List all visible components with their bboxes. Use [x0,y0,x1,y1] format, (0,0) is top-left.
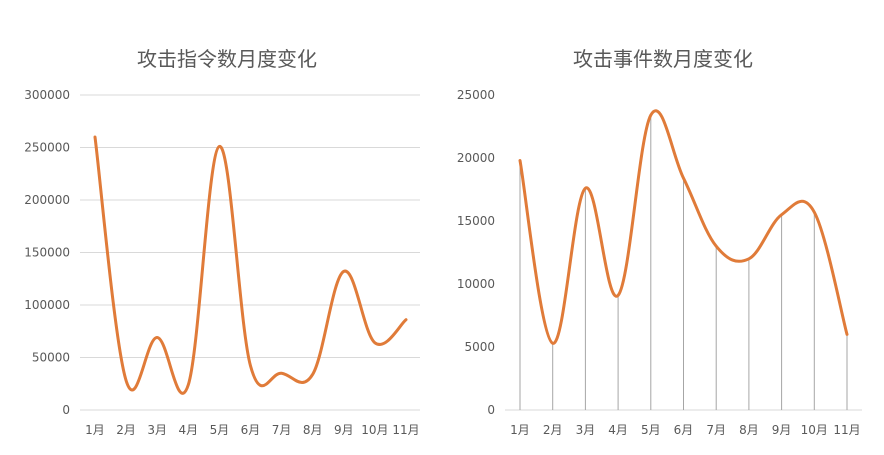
x-tick-label: 2月 [543,423,563,437]
x-tick-label: 7月 [706,423,726,437]
y-tick-label: 0 [487,403,495,417]
x-tick-label: 4月 [608,423,628,437]
x-tick-label: 11月 [392,423,419,437]
x-tick-label: 3月 [147,423,167,437]
x-tick-label: 5月 [210,423,230,437]
y-tick-label: 300000 [24,88,70,102]
x-tick-label: 9月 [772,423,792,437]
chart-attack-events: 攻击事件数月度变化 0 5000 10000 15000 20000 25000 1月 2月 3月… [457,47,862,437]
y-tick-label: 20000 [457,151,495,165]
x-tick-label: 1月 [510,423,530,437]
x-tick-label: 5月 [641,423,661,437]
chart-attack-commands: 攻击指令数月度变化 0 50000 100000 150000 200000 250000 3… [24,47,420,437]
x-tick-label: 1月 [85,423,105,437]
x-tick-label: 11月 [833,423,860,437]
x-tick-label: 8月 [739,423,759,437]
x-tick-label: 7月 [272,423,292,437]
x-tick-label: 8月 [303,423,323,437]
x-tick-label: 4月 [178,423,198,437]
y-tick-label: 25000 [457,88,495,102]
series-line [518,109,849,345]
y-tick-label: 50000 [32,351,70,365]
chart-title: 攻击事件数月度变化 [573,47,753,71]
y-tick-label: 150000 [24,246,70,260]
y-tick-label: 15000 [457,214,495,228]
y-tick-label: 200000 [24,193,70,207]
x-tick-label: 3月 [576,423,596,437]
chart-title: 攻击指令数月度变化 [137,47,317,71]
series-line [93,135,408,395]
y-tick-label: 10000 [457,277,495,291]
y-tick-label: 5000 [464,340,495,354]
x-tick-label: 6月 [674,423,694,437]
y-tick-label: 100000 [24,298,70,312]
x-tick-label: 10月 [801,423,828,437]
y-tick-label: 250000 [24,141,70,155]
x-tick-label: 9月 [334,423,354,437]
y-tick-label: 0 [62,403,70,417]
x-tick-label: 10月 [361,423,388,437]
x-tick-label: 6月 [241,423,261,437]
x-tick-label: 2月 [116,423,136,437]
